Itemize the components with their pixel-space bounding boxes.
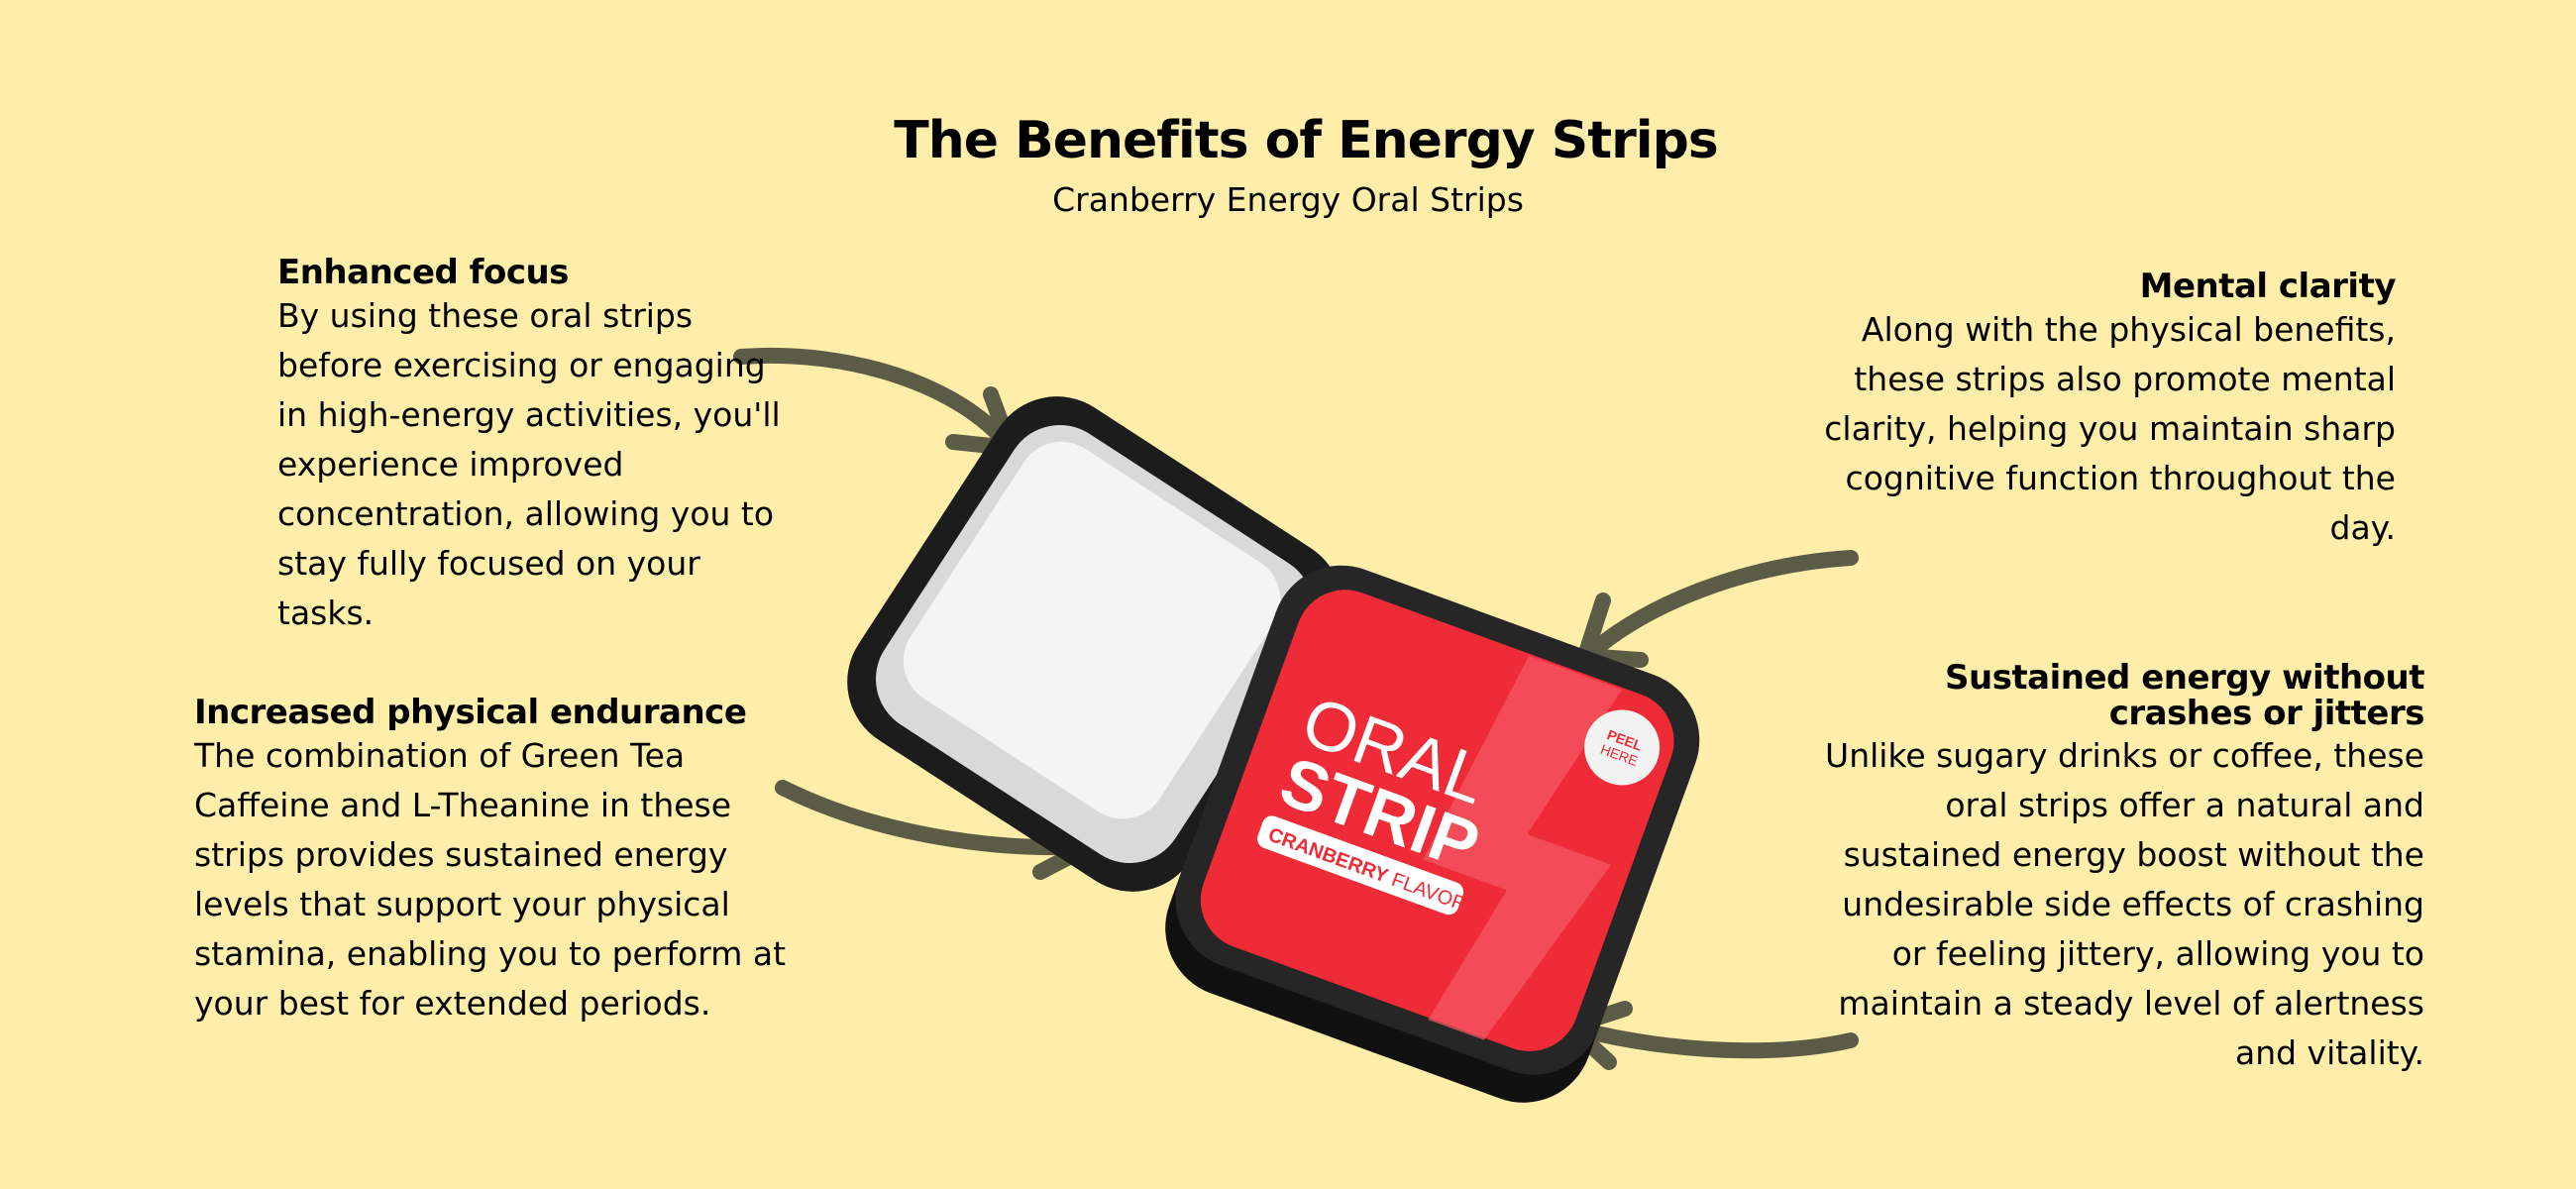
page-title: The Benefits of Energy Strips [894, 111, 1719, 170]
tin-lid [847, 396, 1342, 892]
arrow-icon [1579, 550, 1859, 664]
benefit-physical-endurance: Increased physical endurance The combina… [194, 694, 789, 1028]
arrow-icon [1562, 1019, 1859, 1059]
benefit-title: Mental clarity [2139, 267, 2397, 306]
arrow-icon [733, 348, 1017, 454]
benefit-body: The combination of Green Tea Caffeine an… [194, 736, 787, 1023]
page-subtitle: Cranberry Energy Oral Strips [1052, 180, 1524, 219]
benefit-body: Unlike sugary drinks or coffee, these or… [1825, 736, 2424, 1072]
benefit-enhanced-focus: Enhanced focus By using these oral strip… [277, 254, 793, 638]
tin-base [1165, 565, 1700, 1103]
benefit-title: Sustained energy without crashes or jitt… [1945, 658, 2425, 733]
benefit-mental-clarity: Mental clarity Along with the physical b… [1781, 268, 2396, 553]
benefit-title: Enhanced focus [277, 253, 569, 292]
benefit-title: Increased physical endurance [194, 693, 747, 732]
benefit-sustained-energy: Sustained energy without crashes or jitt… [1810, 660, 2424, 1078]
benefit-body: Along with the physical benefits, these … [1824, 310, 2396, 547]
benefit-body: By using these oral strips before exerci… [277, 296, 781, 632]
